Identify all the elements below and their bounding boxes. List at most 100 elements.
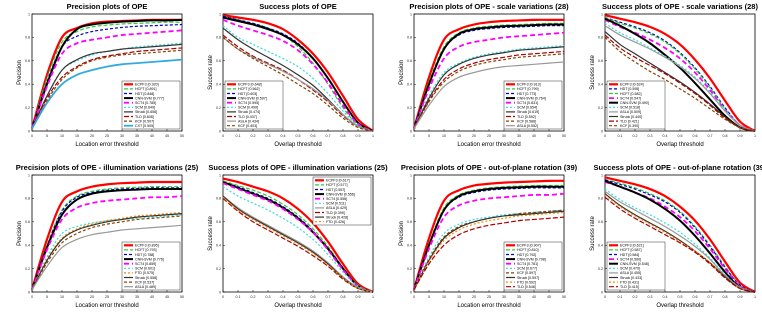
x-tick-label: 0.3 — [266, 134, 271, 138]
x-tick-label: 40 — [150, 295, 154, 299]
series-line-cxt — [31, 58, 183, 130]
legend-entry: TLD [0.608] — [135, 115, 154, 119]
x-tick-label: 45 — [547, 295, 551, 299]
series-line-scm — [31, 42, 183, 129]
legend-entry: HDT [0.848] — [135, 92, 154, 96]
legend: ECPF3 [0.920]HCFT [0.891]HDT [0.848]CNN-… — [121, 80, 181, 130]
series-line-kcf — [31, 215, 183, 290]
legend-entry: ASLA [0.489] — [135, 285, 156, 289]
y-tick-label: 0.8 — [598, 36, 603, 40]
y-tick-label: 0.4 — [25, 244, 30, 248]
x-tick-label: 0.1 — [618, 134, 623, 138]
legend-entry: HDT [0.603] — [238, 92, 257, 96]
x-tick-label: 45 — [165, 134, 169, 138]
y-tick-label: 0.2 — [25, 267, 30, 271]
y-axis-label: Precision — [399, 221, 405, 246]
legend-entry: SCM [0.654] — [517, 106, 537, 110]
x-tick-label: 0.8 — [723, 134, 728, 138]
chart-panel: Precision plots of OPE - illumination va… — [16, 163, 199, 309]
series-line-hcft — [604, 16, 756, 132]
y-tick-label: 0.2 — [407, 267, 412, 271]
legend-entry: KCF [0.507] — [135, 119, 154, 123]
x-tick-label: 30 — [502, 295, 506, 299]
y-axis-label: Success rate — [590, 54, 596, 89]
y-axis-label: Success rate — [590, 215, 596, 250]
series-line-struck — [222, 195, 374, 293]
x-axis-label: Overlap threshold — [656, 142, 703, 148]
x-tick-label: 5 — [428, 134, 430, 138]
legend: ECPF3 [0.907]HCFT [0.810]HDT [0.792]CNN-… — [503, 241, 563, 291]
y-axis-label: Success rate — [208, 215, 214, 250]
x-tick-label: 20 — [90, 134, 94, 138]
legend-entry: SCT4 [0.556] — [326, 197, 347, 201]
series-line-cnn-svm — [604, 179, 756, 293]
series-line-asla — [604, 190, 756, 293]
x-tick-label: 0.9 — [738, 295, 743, 299]
legend-entry: Struck [0.597] — [517, 276, 539, 280]
series-line-ecpf3 — [222, 14, 374, 132]
series-line-sct4 — [222, 182, 374, 293]
x-tick-label: 0 — [31, 295, 33, 299]
legend-entry: KCF [0.403] — [238, 124, 257, 128]
x-tick-label: 0.7 — [708, 295, 713, 299]
x-tick-label: 25 — [105, 134, 109, 138]
series-line-asla — [222, 195, 374, 293]
legend-entry: HDT [0.788] — [135, 253, 154, 257]
y-tick-label: 0.6 — [407, 59, 412, 63]
y-axis-label: Precision — [17, 60, 23, 85]
y-tick-label: 0.6 — [216, 220, 221, 224]
y-tick-label: 0.2 — [25, 106, 30, 110]
legend-entry: SCM [0.470] — [620, 267, 640, 271]
legend-entry: ECPF3 [0.907] — [517, 244, 541, 248]
series-line-ecpf3 — [30, 180, 182, 290]
y-tick-label: 0.6 — [216, 59, 221, 63]
series-line-cnn-svm — [413, 185, 564, 290]
y-tick-label: 0.8 — [25, 197, 30, 201]
series-line-asla — [604, 25, 756, 132]
series-line-tld — [31, 47, 183, 129]
series-line-hdt — [222, 181, 374, 293]
y-tick-label: 1 — [601, 12, 603, 16]
chart-title: Success plots of OPE — [259, 2, 337, 11]
legend-entry: SCM [0.499] — [238, 106, 258, 110]
series-line-ecpf3 — [604, 176, 756, 293]
series-line-struck — [604, 31, 756, 132]
chart-title: Precision plots of OPE — [67, 2, 148, 11]
x-tick-label: 0.3 — [648, 134, 653, 138]
legend-entry: FTD [0.426] — [326, 220, 345, 224]
legend-entry: Struck [0.440] — [620, 115, 642, 119]
x-tick-label: 0 — [413, 134, 415, 138]
legend-entry: SCT4 [0.547] — [620, 96, 641, 100]
x-tick-label: 15 — [75, 134, 79, 138]
series-line-ftd — [31, 211, 183, 290]
x-tick-label: 0 — [31, 134, 33, 138]
legend-entry: SCT4 [0.859] — [135, 262, 156, 266]
y-tick-label: 0.8 — [216, 36, 221, 40]
legend-entry: KCF [0.586] — [517, 119, 536, 123]
x-tick-label: 1 — [372, 295, 374, 299]
x-tick-label: 40 — [532, 295, 536, 299]
x-tick-label: 0.4 — [281, 295, 286, 299]
legend-entry: ECPF3 [0.621] — [620, 244, 644, 248]
x-axis-label: Overlap threshold — [274, 142, 321, 148]
legend-entry: HDT [0.792] — [517, 253, 536, 257]
x-axis-label: Location error threshold — [75, 142, 138, 148]
legend-entry: SCM [0.511] — [326, 202, 346, 206]
y-tick-label: 0.8 — [407, 36, 412, 40]
x-tick-label: 5 — [428, 295, 430, 299]
y-axis-label: Precision — [17, 221, 23, 246]
y-tick-label: 1 — [28, 173, 30, 177]
y-tick-label: 1 — [410, 173, 412, 177]
legend-entry: ECPF3 [0.895] — [135, 244, 159, 248]
x-tick-label: 0.7 — [326, 134, 331, 138]
chart-title: Success plots of OPE - illumination vari… — [208, 163, 388, 172]
x-tick-label: 0.5 — [296, 295, 301, 299]
x-tick-label: 0.6 — [311, 295, 316, 299]
x-tick-label: 0.6 — [311, 134, 316, 138]
series-line-kcf — [222, 36, 374, 132]
series-line-cnn-svm — [222, 16, 374, 132]
legend-entry: ASLA [0.552] — [517, 124, 538, 128]
x-tick-label: 0.4 — [281, 134, 286, 138]
x-tick-label: 1 — [754, 134, 756, 138]
y-tick-label: 0.8 — [216, 197, 221, 201]
